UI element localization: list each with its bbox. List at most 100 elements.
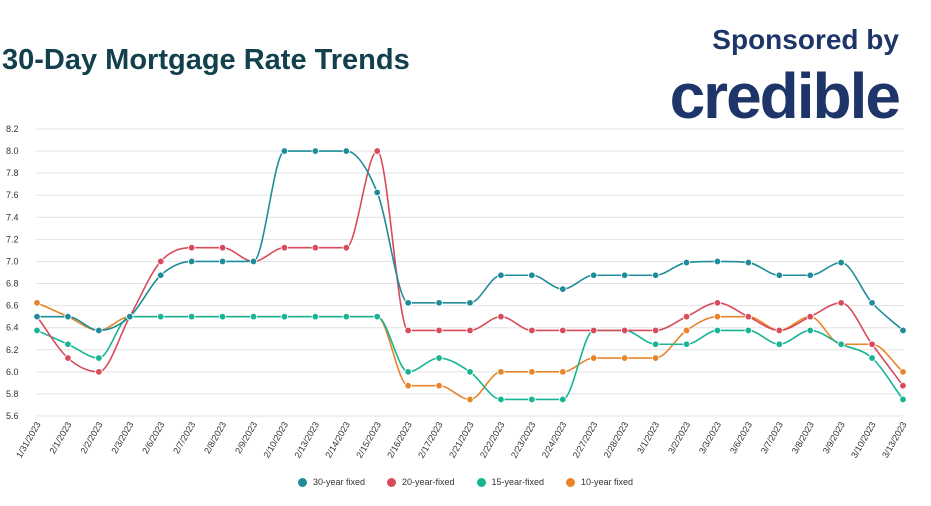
data-point-30-year-fixed bbox=[95, 326, 103, 335]
data-point-15-year-fixed bbox=[775, 340, 783, 348]
data-point-20-year-fixed bbox=[620, 326, 629, 335]
data-point-20-year-fixed bbox=[528, 326, 536, 335]
data-point-20-year-fixed bbox=[713, 299, 722, 307]
y-tick-label: 8.0 bbox=[6, 146, 19, 156]
y-tick-label: 6.0 bbox=[6, 367, 19, 377]
data-point-10-year-fixed bbox=[559, 368, 567, 376]
data-point-30-year-fixed bbox=[806, 271, 814, 279]
data-point-30-year-fixed bbox=[126, 312, 134, 321]
data-point-20-year-fixed bbox=[806, 312, 814, 321]
credible-logo: credible bbox=[669, 60, 901, 132]
y-tick-label: 6.4 bbox=[6, 323, 19, 333]
x-tick-label: 2/1/2023 bbox=[47, 420, 73, 455]
series-line-30-year-fixed bbox=[37, 150, 904, 332]
data-point-15-year-fixed bbox=[249, 312, 258, 321]
x-tick-label: 1/31/2023 bbox=[14, 420, 43, 460]
x-tick-label: 2/16/2023 bbox=[385, 420, 414, 460]
data-point-30-year-fixed bbox=[64, 312, 72, 321]
data-point-10-year-fixed bbox=[497, 368, 505, 376]
data-point-15-year-fixed bbox=[837, 340, 845, 348]
data-point-15-year-fixed bbox=[64, 340, 72, 348]
data-point-30-year-fixed bbox=[744, 258, 753, 267]
chart-title: 30-Day Mortgage Rate Trends bbox=[2, 44, 410, 76]
data-point-15-year-fixed bbox=[868, 354, 876, 362]
data-point-10-year-fixed bbox=[899, 368, 907, 376]
legend-swatch bbox=[386, 477, 396, 487]
x-tick-label: 2/2/2023 bbox=[78, 420, 104, 455]
data-point-20-year-fixed bbox=[342, 243, 350, 252]
data-point-15-year-fixed bbox=[559, 395, 567, 404]
x-tick-label: 2/17/2023 bbox=[416, 420, 445, 460]
data-point-15-year-fixed bbox=[528, 395, 536, 404]
data-point-20-year-fixed bbox=[559, 326, 567, 335]
data-point-15-year-fixed bbox=[497, 395, 505, 404]
data-point-20-year-fixed bbox=[311, 243, 320, 252]
data-point-20-year-fixed bbox=[64, 354, 72, 362]
data-point-10-year-fixed bbox=[404, 381, 412, 390]
data-point-15-year-fixed bbox=[33, 326, 41, 335]
data-point-20-year-fixed bbox=[682, 312, 691, 321]
sponsor-block: Sponsored by credible bbox=[669, 24, 901, 132]
x-tick-label: 2/21/2023 bbox=[447, 420, 476, 460]
x-tick-label: 3/7/2023 bbox=[759, 420, 785, 455]
data-point-30-year-fixed bbox=[187, 257, 196, 266]
data-point-30-year-fixed bbox=[497, 271, 505, 279]
y-tick-label: 7.8 bbox=[6, 168, 19, 178]
x-tick-label: 3/2/2023 bbox=[666, 420, 692, 455]
x-tick-label: 3/10/2023 bbox=[849, 420, 878, 460]
x-tick-label: 3/3/2023 bbox=[697, 420, 723, 455]
data-point-30-year-fixed bbox=[311, 147, 320, 155]
legend-label: 30-year fixed bbox=[312, 477, 365, 487]
data-point-10-year-fixed bbox=[682, 326, 691, 335]
legend-swatch bbox=[566, 477, 576, 487]
legend-label: 20-year-fixed bbox=[401, 477, 455, 487]
x-tick-label: 2/13/2023 bbox=[292, 420, 321, 460]
data-point-30-year-fixed bbox=[373, 188, 381, 197]
data-point-30-year-fixed bbox=[33, 312, 41, 321]
data-point-20-year-fixed bbox=[775, 326, 783, 335]
data-point-15-year-fixed bbox=[342, 312, 350, 321]
line-chart: 8.2 8.0 7.8 7.6 7.4 7.2 7.0 6.8 6.6 6.4 6.2 6.0 5.8 5… bbox=[6, 124, 909, 460]
y-tick-label: 6.6 bbox=[6, 301, 19, 311]
legend-label: 15-year-fixed bbox=[491, 477, 545, 487]
y-tick-label: 6.8 bbox=[6, 279, 19, 289]
data-point-20-year-fixed bbox=[373, 147, 381, 155]
data-point-15-year-fixed bbox=[899, 395, 907, 404]
data-point-30-year-fixed bbox=[682, 258, 691, 267]
legend-item-30-year-fixed: 30-year fixed bbox=[297, 477, 365, 487]
data-point-30-year-fixed bbox=[528, 271, 536, 279]
x-tick-label: 2/8/2023 bbox=[202, 420, 228, 455]
data-point-20-year-fixed bbox=[95, 368, 103, 376]
data-point-20-year-fixed bbox=[899, 381, 907, 390]
data-point-30-year-fixed bbox=[899, 326, 907, 335]
x-tick-label: 3/13/2023 bbox=[880, 420, 909, 460]
data-point-20-year-fixed bbox=[651, 326, 660, 335]
data-point-30-year-fixed bbox=[218, 257, 227, 266]
data-point-10-year-fixed bbox=[590, 354, 598, 362]
x-tick-label: 2/6/2023 bbox=[140, 420, 166, 455]
legend-swatch bbox=[476, 477, 486, 487]
y-tick-label: 8.2 bbox=[6, 124, 19, 134]
data-point-30-year-fixed bbox=[559, 285, 567, 293]
data-point-20-year-fixed bbox=[218, 243, 227, 252]
data-point-30-year-fixed bbox=[837, 258, 845, 267]
x-tick-label: 2/24/2023 bbox=[540, 420, 569, 460]
data-point-30-year-fixed bbox=[157, 271, 165, 279]
data-point-30-year-fixed bbox=[249, 257, 258, 266]
data-point-10-year-fixed bbox=[620, 354, 629, 362]
data-point-20-year-fixed bbox=[744, 312, 753, 321]
y-tick-label: 7.0 bbox=[6, 256, 19, 266]
data-point-15-year-fixed bbox=[187, 312, 196, 321]
data-point-20-year-fixed bbox=[435, 326, 443, 335]
sponsor-text: Sponsored by bbox=[712, 24, 899, 55]
y-tick-label: 6.2 bbox=[6, 345, 19, 355]
y-tick-label: 7.4 bbox=[6, 212, 19, 222]
data-point-10-year-fixed bbox=[435, 381, 443, 390]
legend-swatch bbox=[297, 477, 307, 487]
y-tick-label: 5.8 bbox=[6, 389, 19, 399]
data-point-30-year-fixed bbox=[280, 147, 289, 155]
x-tick-label: 2/7/2023 bbox=[171, 420, 197, 455]
data-point-30-year-fixed bbox=[651, 271, 660, 279]
x-tick-label: 2/3/2023 bbox=[109, 420, 135, 455]
data-point-15-year-fixed bbox=[311, 312, 320, 321]
